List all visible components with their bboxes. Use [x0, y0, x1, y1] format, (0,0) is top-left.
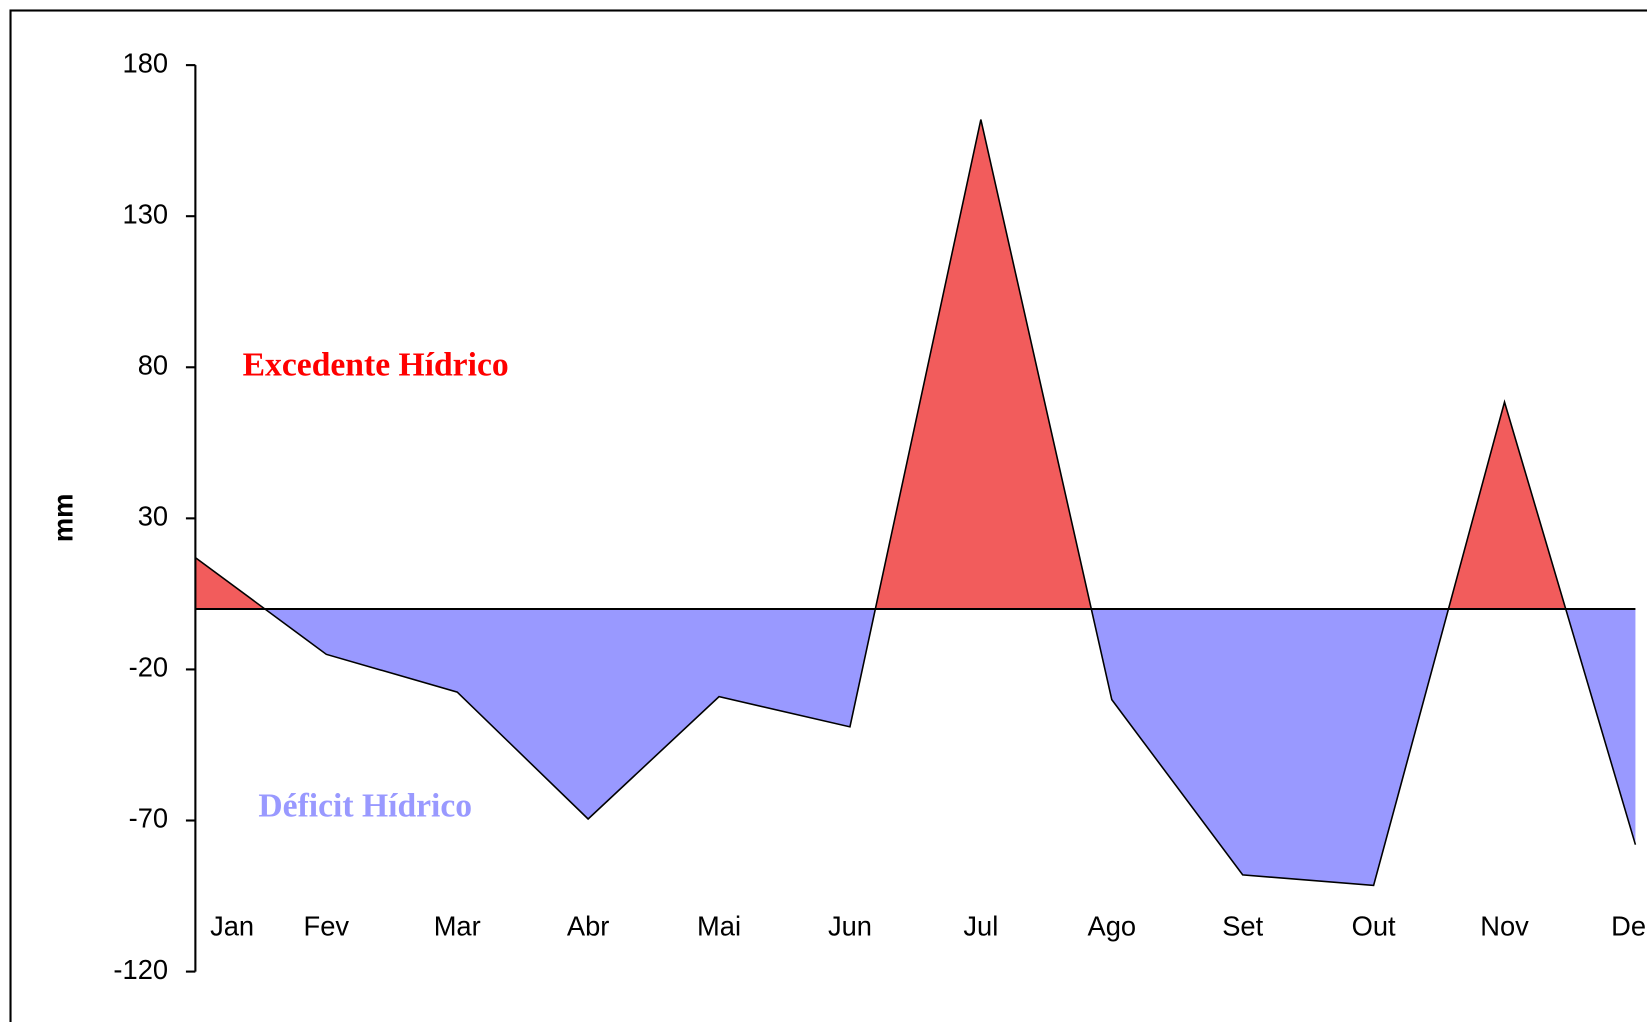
- x-tick-label: Nov: [1480, 911, 1529, 942]
- y-tick-label: -120: [113, 954, 168, 985]
- x-tick-label: Mar: [434, 911, 481, 942]
- x-tick-label: Mai: [697, 911, 741, 942]
- y-tick-label: 130: [123, 198, 169, 229]
- x-tick-label: Ago: [1087, 911, 1136, 942]
- x-tick-label: Jan: [210, 911, 254, 942]
- y-axis-label: mm: [47, 494, 78, 543]
- chart-frame: [9, 9, 1647, 1022]
- y-tick-label: 80: [138, 349, 168, 380]
- x-tick-label: Abr: [567, 911, 609, 942]
- x-tick-label: Out: [1352, 911, 1396, 942]
- area-negative: [195, 608, 1636, 886]
- annotation: Déficit Hídrico: [258, 787, 472, 824]
- y-tick-label: -20: [129, 652, 168, 683]
- x-tick-label: Dez: [1611, 911, 1647, 942]
- x-tick-label: Fev: [304, 911, 350, 942]
- annotation: Excedente Hídrico: [243, 346, 509, 383]
- area-positive: [195, 119, 1566, 609]
- y-tick-label: 180: [123, 47, 169, 78]
- y-tick-label: -70: [129, 803, 168, 834]
- x-tick-label: Jul: [963, 911, 998, 942]
- x-tick-label: Set: [1222, 911, 1263, 942]
- area-outline: [194, 119, 1637, 887]
- y-tick-label: 30: [138, 501, 168, 532]
- x-tick-label: Jun: [828, 911, 872, 942]
